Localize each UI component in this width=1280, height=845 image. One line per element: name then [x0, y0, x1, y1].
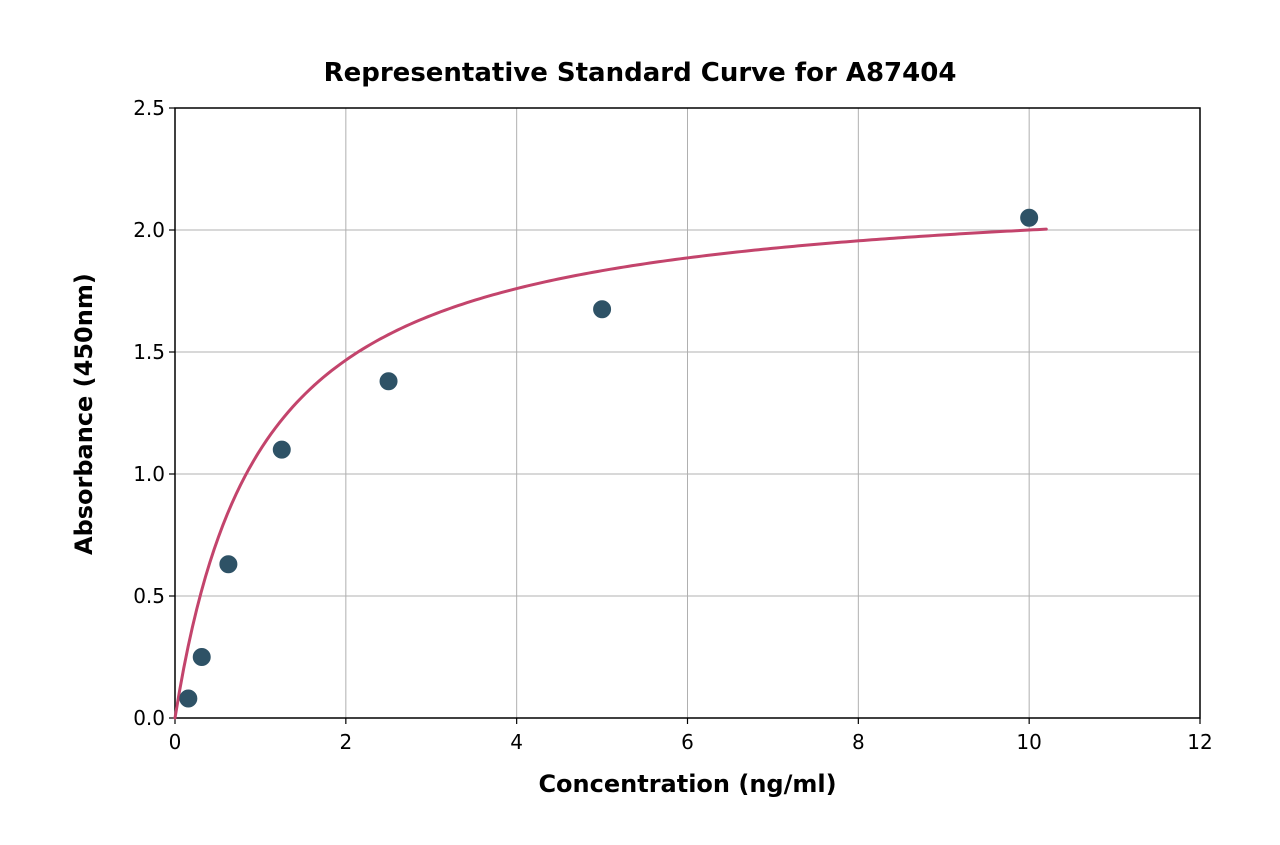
- y-tick-label: 1.0: [117, 462, 165, 486]
- chart-container: Representative Standard Curve for A87404…: [0, 0, 1280, 845]
- x-tick-label: 12: [1180, 730, 1220, 754]
- x-tick-label: 6: [668, 730, 708, 754]
- y-tick-label: 2.0: [117, 218, 165, 242]
- y-tick-label: 1.5: [117, 340, 165, 364]
- y-axis-label: Absorbance (450nm): [70, 273, 98, 555]
- y-tick-label: 2.5: [117, 96, 165, 120]
- y-tick-label: 0.5: [117, 584, 165, 608]
- y-tick-label: 0.0: [117, 706, 165, 730]
- chart-svg: [0, 0, 1280, 845]
- x-axis-label: Concentration (ng/ml): [0, 770, 1280, 798]
- x-tick-label: 10: [1009, 730, 1049, 754]
- x-tick-label: 0: [155, 730, 195, 754]
- x-tick-label: 8: [838, 730, 878, 754]
- x-tick-label: 4: [497, 730, 537, 754]
- x-tick-label: 2: [326, 730, 366, 754]
